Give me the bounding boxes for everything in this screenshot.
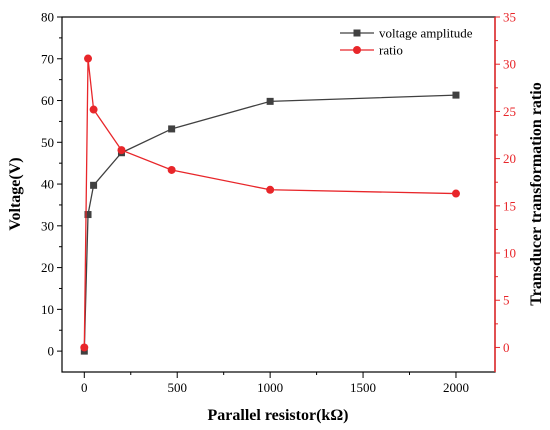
plot-frame [61, 16, 496, 373]
y-tick-label: 50 [41, 135, 54, 150]
y2-axis-title: Transducer transformation ratio [528, 82, 545, 305]
x-tick-label: 500 [167, 380, 187, 395]
series-point-2 [451, 189, 460, 198]
series-point-2 [117, 146, 126, 155]
series-point-1 [168, 125, 176, 133]
y-tick-label: 30 [41, 218, 54, 233]
y2-tick-label: 10 [503, 246, 516, 261]
y-tick-label: 0 [48, 344, 55, 359]
series-point-1 [452, 91, 460, 99]
x-axis-title: Parallel resistor(kΩ) [208, 407, 349, 424]
series-layer [80, 54, 460, 355]
series-point-1 [266, 97, 274, 105]
x-tick-label: 1000 [257, 380, 283, 395]
x-tick-label: 0 [81, 380, 88, 395]
legend-marker-2 [353, 46, 361, 54]
y-tick-label: 80 [41, 10, 54, 25]
y-axis-title: Voltage(V) [7, 157, 24, 230]
y-tick-label: 70 [41, 51, 54, 66]
y-tick-label: 60 [41, 93, 54, 108]
x-tick-label: 2000 [443, 380, 469, 395]
y2-tick-label: 30 [503, 57, 516, 72]
y2-tick-label: 5 [503, 293, 510, 308]
ticks-layer: 0 500 1000 1500 2000 0 10 20 30 40 50 60 70 80 0 5 10 15 2… [41, 10, 516, 396]
y2-tick-label: 0 [503, 340, 510, 355]
series-line-1 [83, 94, 456, 352]
series-point-1 [90, 181, 98, 189]
series-point-2 [80, 343, 89, 352]
y2-tick-label: 15 [503, 198, 516, 213]
y2-tick-label: 35 [503, 10, 516, 25]
y-tick-label: 20 [41, 260, 54, 275]
x-tick-label: 1500 [350, 380, 376, 395]
legend-marker-1 [353, 29, 361, 37]
legend-label-2: ratio [379, 43, 403, 58]
legend-label-1: voltage amplitude [379, 26, 473, 41]
series-point-2 [167, 165, 176, 174]
series-point-2 [89, 105, 98, 114]
series-point-1 [84, 211, 92, 219]
y-tick-label: 10 [41, 302, 54, 317]
y-tick-label: 40 [41, 177, 54, 192]
legend: voltage amplitude ratio [340, 26, 473, 58]
series-point-2 [84, 54, 93, 63]
y2-tick-label: 25 [503, 104, 516, 119]
y2-tick-label: 20 [503, 151, 516, 166]
series-point-2 [266, 185, 275, 194]
